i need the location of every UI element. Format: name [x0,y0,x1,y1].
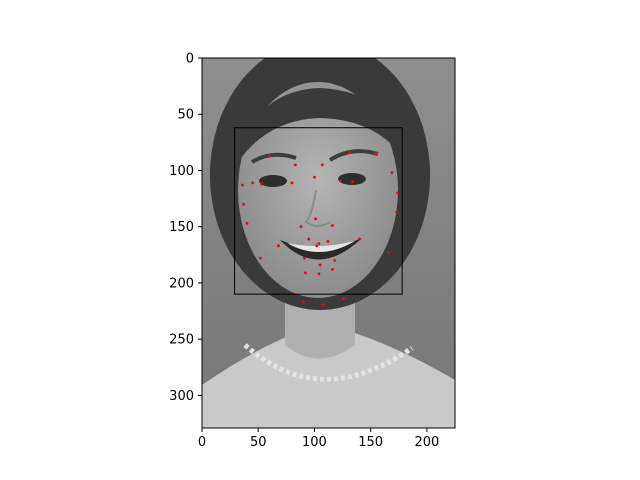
landmark-point [313,175,316,179]
x-tick-label: 150 [358,435,383,450]
landmark-point [245,221,249,225]
landmark-point [277,244,280,248]
y-axis: 0 50 100 150 200 250 300 [169,52,202,404]
landmark-point [241,183,244,187]
necklace [243,343,414,382]
landmark-point [387,251,391,254]
landmark-point [299,225,303,229]
bounding-box-layer [234,127,403,295]
portrait-image [202,58,455,428]
teeth [287,241,355,253]
landmark-point [395,210,398,214]
landmark-point [304,271,307,275]
left-eyebrow [250,152,297,164]
landmark-layer [241,151,400,306]
landmark-point [331,224,334,227]
nose [304,189,331,227]
landmark-point [338,179,342,182]
landmark-point [320,163,324,167]
x-tick-label: 50 [250,435,267,450]
y-tick-label: 0 [186,52,194,67]
x-tick-label: 100 [302,435,327,450]
axes-frame [201,57,456,429]
y-tick-label: 200 [169,276,194,291]
face [238,82,398,298]
landmark-point [302,256,306,260]
landmark-point [374,152,378,155]
landmark-point [333,259,337,262]
landmark-point [315,244,319,248]
y-tick-label: 100 [169,164,194,179]
face-bounding-box [234,127,403,295]
landmark-point [358,237,361,241]
y-tick-label: 300 [169,389,194,404]
landmark-point [317,272,321,276]
x-tick-label: 0 [198,435,206,450]
landmark-point [260,182,263,186]
landmark-point [242,202,246,206]
landmark-point [326,239,330,243]
landmark-point [251,181,255,185]
landmark-point [342,297,346,301]
landmark-point [317,242,321,245]
landmark-point [390,171,394,175]
landmark-point [307,237,311,241]
landmark-point [318,263,322,267]
right-eyebrow [328,149,379,162]
landmark-point [351,180,355,184]
y-tick-label: 150 [169,220,194,235]
landmark-point [331,268,334,271]
landmark-point [322,302,325,306]
right-eye [338,173,366,185]
landmark-point [293,163,297,167]
landmark-point [290,181,294,185]
landmark-point [314,217,317,221]
x-tick-label: 200 [414,435,439,450]
landmark-point [301,300,305,304]
landmark-point [396,191,400,195]
y-tick-label: 250 [169,333,194,348]
hair-front [230,88,410,175]
landmark-point [268,154,271,158]
x-axis: 0 50 100 150 200 [198,428,439,450]
landmark-point [259,256,262,260]
y-tick-label: 50 [177,108,194,123]
left-eye [259,175,287,187]
landmark-point [347,151,351,154]
